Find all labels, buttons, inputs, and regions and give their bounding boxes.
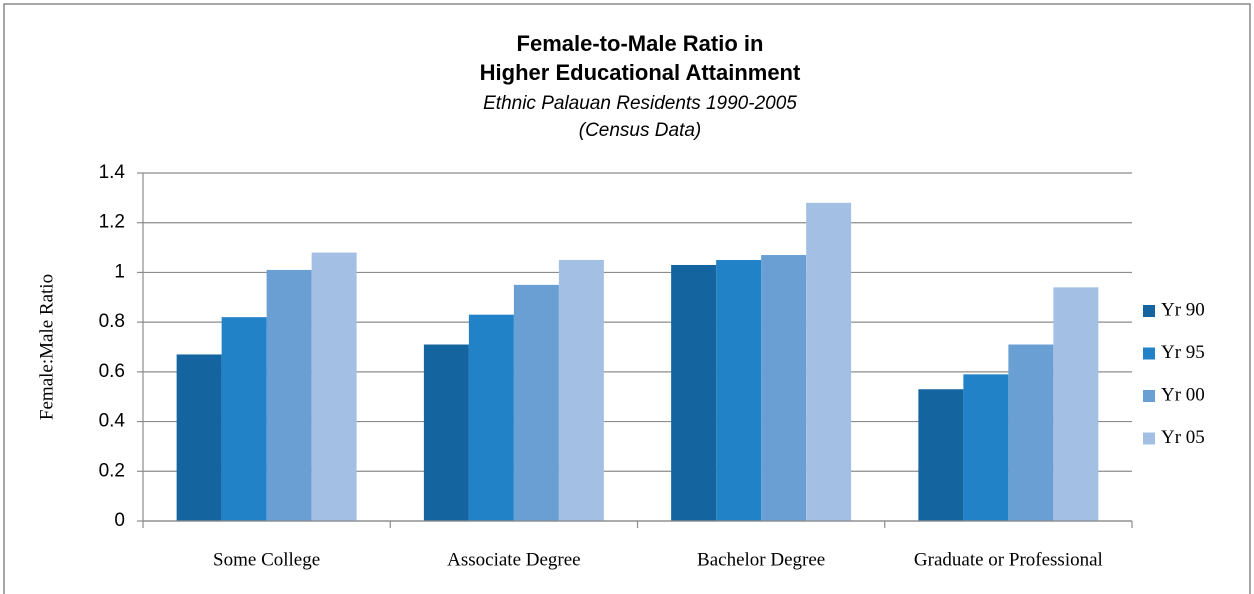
x-tick-label: Graduate or Professional [914,549,1103,570]
y-tick-label: 0.2 [99,460,125,481]
chart-subtitle: (Census Data) [579,120,702,141]
bar [1008,344,1054,521]
bar [806,202,852,522]
bar [761,255,807,521]
legend-label: Yr 00 [1161,384,1205,405]
x-tick-label: Some College [213,549,320,570]
x-tick-label: Bachelor Degree [697,549,825,570]
chart-title: Female-to-Male Ratio in [517,31,764,56]
chart-subtitle: Ethnic Palauan Residents 1990-2005 [483,93,797,114]
legend-swatch [1143,432,1155,445]
legend-swatch [1143,347,1155,360]
legend-label: Yr 05 [1161,427,1205,448]
bar [311,252,357,522]
bar [918,389,964,521]
bar [1053,287,1099,521]
bar [423,344,469,521]
y-axis-label: Female:Male Ratio [36,274,57,420]
chart-title: Higher Educational Attainment [480,60,801,85]
y-tick-label: 1 [114,261,125,282]
bar [513,284,559,521]
bar [716,260,762,521]
legend-label: Yr 90 [1161,299,1205,320]
y-tick-label: 0.4 [99,411,126,432]
legend-swatch [1143,305,1155,317]
bar [266,269,312,521]
bar [468,314,514,521]
bar [176,354,222,521]
y-tick-label: 1.4 [99,162,126,183]
y-tick-label: 0.8 [99,311,125,332]
legend-label: Yr 95 [1161,342,1205,363]
bar [671,264,717,521]
y-tick-label: 0.6 [99,361,125,382]
bar [221,317,267,521]
bar [558,260,604,521]
y-tick-label: 1.2 [99,212,125,233]
x-tick-label: Associate Degree [447,549,580,570]
bar [963,374,1009,521]
legend-swatch [1143,390,1155,402]
y-tick-label: 0 [114,510,125,531]
